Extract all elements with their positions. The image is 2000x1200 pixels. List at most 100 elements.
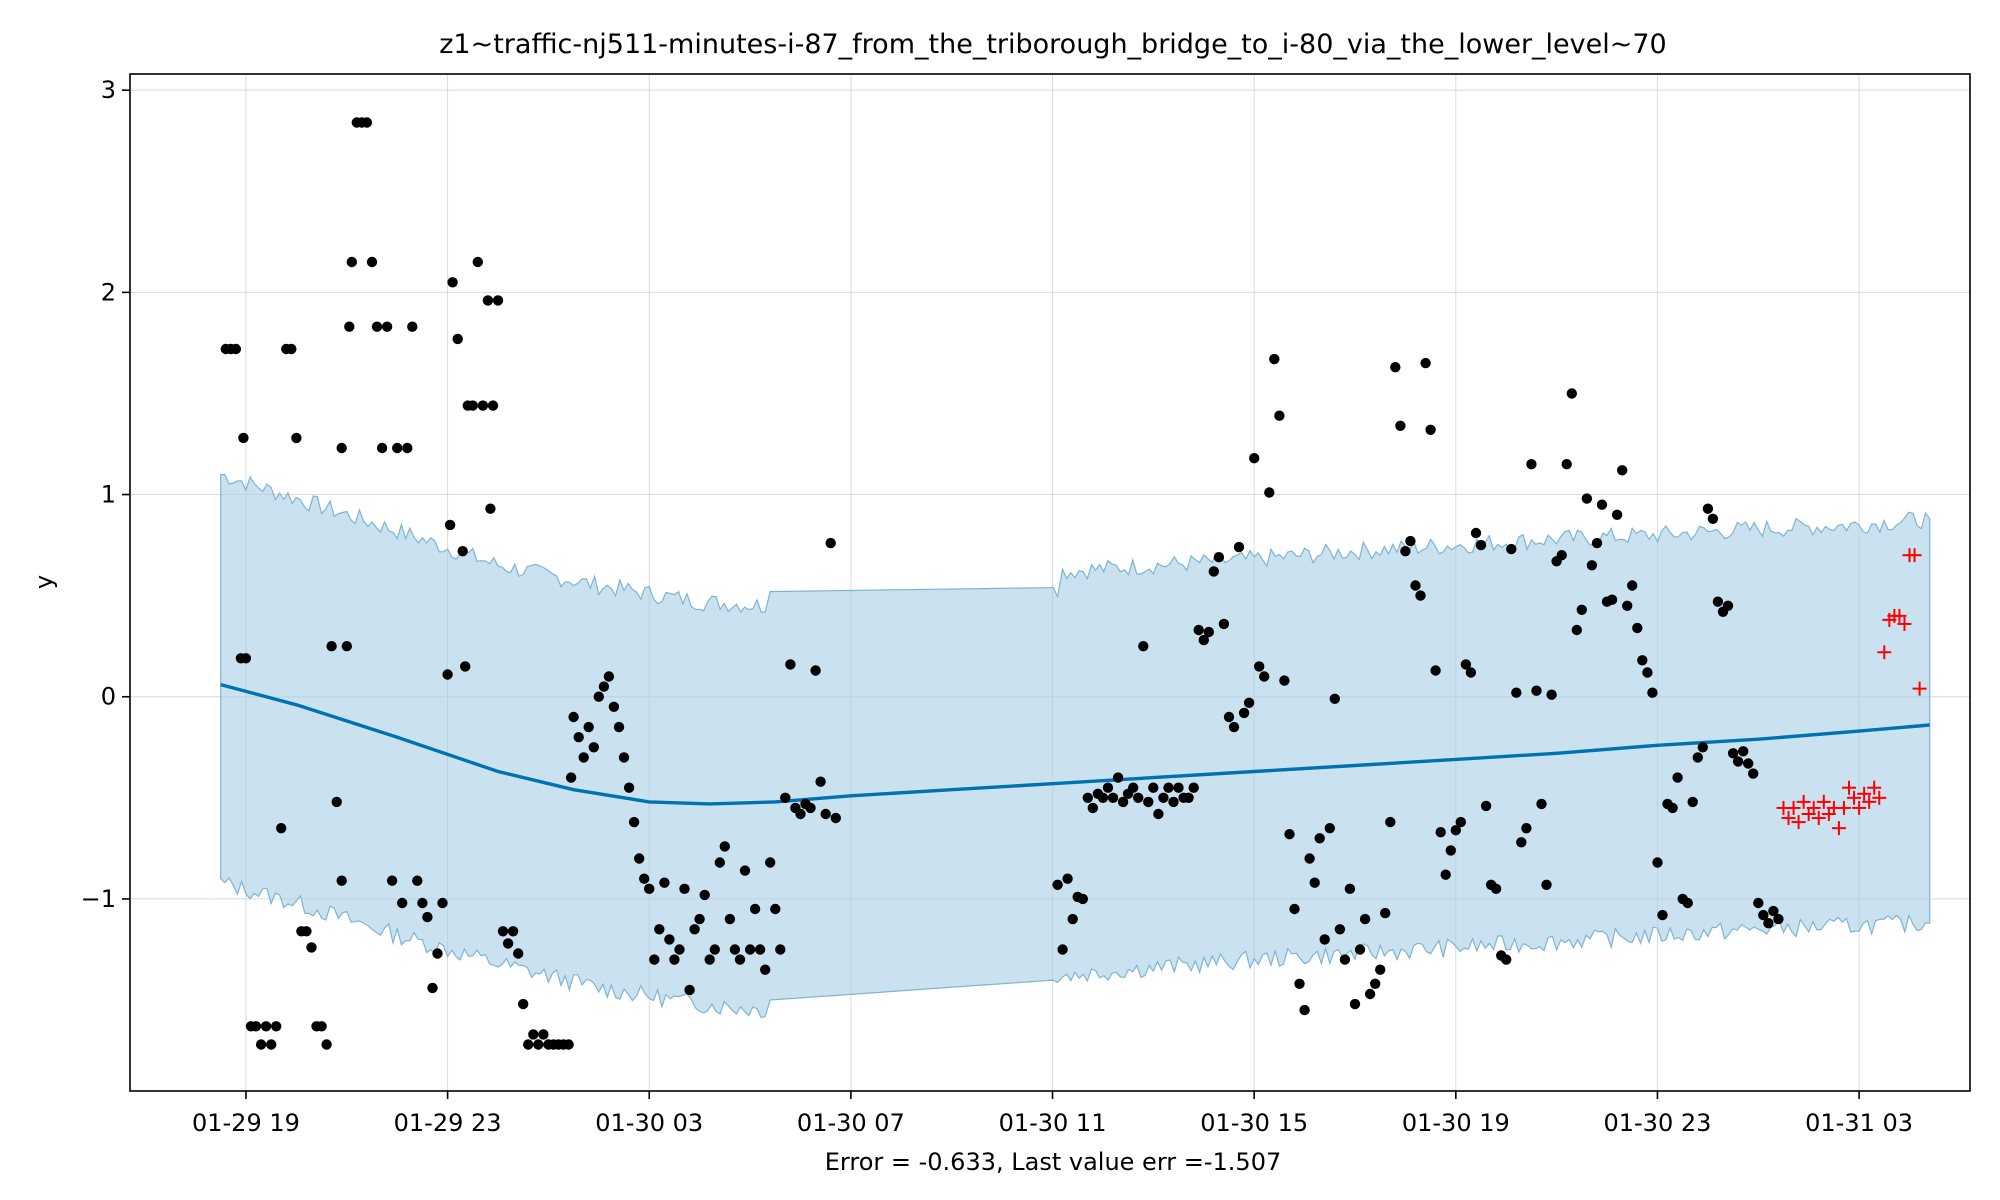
observed-point bbox=[679, 883, 690, 894]
observed-point bbox=[1445, 845, 1457, 856]
observed-point bbox=[341, 641, 352, 652]
observed-point bbox=[1748, 768, 1759, 779]
observed-point bbox=[1692, 752, 1704, 763]
observed-point bbox=[780, 792, 791, 803]
y-axis-label: y bbox=[30, 575, 58, 589]
observed-point bbox=[1077, 893, 1089, 905]
observed-point bbox=[1732, 756, 1744, 767]
observed-point bbox=[1233, 541, 1245, 553]
test-point bbox=[1831, 821, 1846, 836]
observed-point bbox=[1622, 600, 1633, 611]
trend-line-path bbox=[220, 682, 1930, 806]
observed-point bbox=[1637, 655, 1648, 666]
observed-point bbox=[724, 913, 736, 925]
observed-point bbox=[1339, 954, 1351, 965]
observed-point bbox=[674, 944, 685, 955]
observed-point bbox=[1501, 954, 1512, 965]
test-point bbox=[1781, 811, 1796, 826]
observed-point bbox=[1475, 539, 1487, 551]
test-point bbox=[1857, 786, 1872, 801]
x-tick-label: 01-30 03 bbox=[595, 1109, 703, 1137]
observed-point bbox=[1344, 883, 1356, 894]
observed-point bbox=[518, 998, 529, 1010]
observed-point bbox=[523, 1039, 534, 1050]
observed-point bbox=[361, 117, 373, 128]
test-point bbox=[1872, 790, 1887, 805]
observed-point bbox=[444, 519, 456, 531]
observed-point bbox=[1213, 552, 1225, 563]
observed-point bbox=[1087, 802, 1099, 814]
observed-point bbox=[397, 897, 408, 909]
observed-point bbox=[1158, 792, 1169, 803]
observed-point bbox=[588, 742, 599, 753]
y-tick-label: 0 bbox=[101, 683, 116, 711]
observed-point bbox=[1163, 782, 1174, 793]
observed-point bbox=[1758, 909, 1769, 921]
observed-point bbox=[608, 701, 620, 712]
observed-point bbox=[1138, 641, 1149, 652]
observed-point bbox=[1617, 465, 1628, 476]
observed-point bbox=[1768, 905, 1779, 917]
observed-point bbox=[760, 964, 771, 975]
observed-point bbox=[1682, 897, 1693, 909]
observed-point bbox=[565, 772, 577, 783]
observed-point bbox=[1112, 772, 1124, 783]
observed-point bbox=[507, 926, 519, 937]
observed-point bbox=[1259, 671, 1270, 682]
observed-point bbox=[1319, 934, 1330, 945]
observed-point bbox=[1107, 792, 1119, 803]
observed-point bbox=[1470, 527, 1482, 539]
test-point bbox=[1897, 616, 1912, 631]
observed-point bbox=[1354, 944, 1366, 955]
observed-point bbox=[598, 681, 610, 692]
observed-point bbox=[573, 732, 584, 743]
x-axis-ticks: 01-29 19 01-29 23 01-30 03 01-30 07 01-30 11… bbox=[192, 1091, 1913, 1137]
observed-point bbox=[1294, 978, 1305, 989]
observed-point bbox=[1536, 798, 1547, 810]
observed-point bbox=[1243, 697, 1255, 708]
observed-point bbox=[472, 256, 483, 268]
observed-point bbox=[301, 926, 312, 937]
observed-point bbox=[1395, 420, 1406, 431]
observed-point bbox=[1203, 626, 1215, 638]
observed-point bbox=[1143, 796, 1154, 808]
test-point bbox=[1791, 815, 1806, 830]
observed-point bbox=[371, 321, 383, 332]
observed-point bbox=[628, 816, 640, 828]
observed-point bbox=[266, 1039, 277, 1050]
y-tick-label: 1 bbox=[101, 481, 116, 509]
test-point bbox=[1796, 794, 1811, 809]
observed-point bbox=[825, 537, 836, 549]
observed-point bbox=[1546, 689, 1557, 700]
observed-point bbox=[729, 944, 741, 955]
observed-point bbox=[1249, 453, 1260, 464]
observed-point bbox=[1128, 782, 1139, 793]
observed-point bbox=[1556, 550, 1567, 561]
observed-point bbox=[754, 944, 766, 955]
observed-point bbox=[1238, 707, 1250, 719]
observed-point bbox=[583, 721, 594, 733]
observed-point bbox=[1390, 362, 1401, 373]
observed-point bbox=[321, 1039, 332, 1050]
test-point bbox=[1806, 800, 1821, 815]
observed-point bbox=[1506, 543, 1517, 555]
observed-point bbox=[344, 321, 355, 332]
observed-point bbox=[412, 875, 423, 886]
observed-point bbox=[1052, 879, 1063, 890]
observed-point bbox=[485, 503, 496, 514]
test-points bbox=[1776, 548, 1927, 836]
observed-point bbox=[1117, 796, 1129, 808]
x-tick-label: 01-30 11 bbox=[999, 1109, 1107, 1137]
x-tick-label: 01-30 23 bbox=[1603, 1109, 1711, 1137]
observed-point bbox=[1606, 594, 1618, 605]
test-point bbox=[1842, 780, 1857, 795]
observed-point bbox=[402, 442, 413, 454]
observed-point bbox=[739, 865, 751, 876]
observed-point bbox=[765, 857, 776, 868]
observed-point bbox=[694, 913, 705, 925]
x-tick-label: 01-29 19 bbox=[192, 1109, 300, 1137]
observed-point bbox=[276, 823, 287, 834]
observed-point bbox=[1465, 667, 1477, 678]
observed-point bbox=[1581, 493, 1593, 504]
observed-point bbox=[593, 691, 604, 702]
